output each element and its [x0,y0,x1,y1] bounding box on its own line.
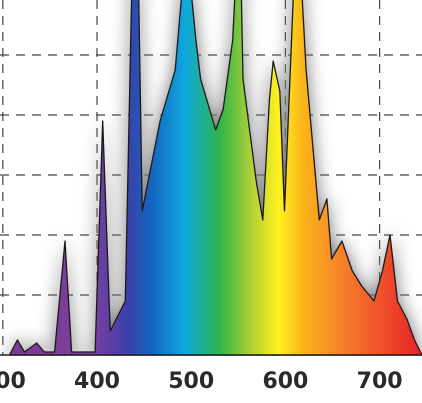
x-tick-label: 700 [357,369,403,394]
x-tick-label: 400 [74,369,120,394]
x-tick-labels: 300 400 500 600 700 [0,369,403,394]
x-tick-label: 600 [262,369,308,394]
spectrum-area [8,0,422,356]
x-tick-label: 500 [168,369,214,394]
plot-area [8,0,422,356]
x-tick-label: 300 [0,369,26,394]
